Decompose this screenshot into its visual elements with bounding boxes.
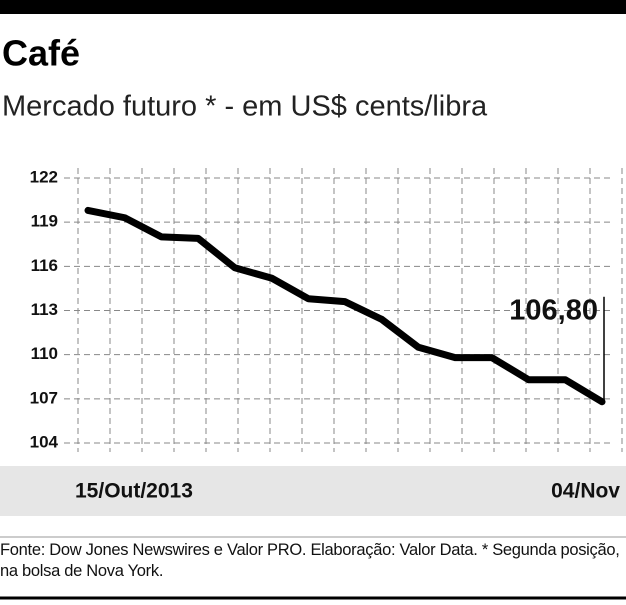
chart-subtitle: Mercado futuro * - em US$ cents/libra [2, 91, 488, 123]
y-tick-label: 110 [31, 344, 58, 363]
x-axis-band [0, 466, 626, 516]
top-bar [0, 0, 626, 14]
source-box: Fonte: Dow Jones Newswires e Valor PRO. … [0, 541, 620, 580]
y-tick-label: 107 [30, 388, 58, 407]
y-tick-label: 122 [30, 167, 58, 186]
line [84, 206, 606, 406]
y-tick-label: 113 [31, 300, 58, 319]
y-tick-label: 104 [30, 432, 59, 451]
x-tick-label: 04/Nov [551, 480, 620, 503]
source: Fonte: Dow Jones Newswires e Valor PRO. … [0, 541, 620, 580]
x-tick-label: 15/Out/2013 [75, 480, 193, 503]
value-label: 106,80 [509, 294, 598, 326]
chart-title: Café [2, 33, 80, 74]
y-tick-label: 116 [31, 256, 58, 275]
y-tick-label: 119 [31, 212, 58, 231]
